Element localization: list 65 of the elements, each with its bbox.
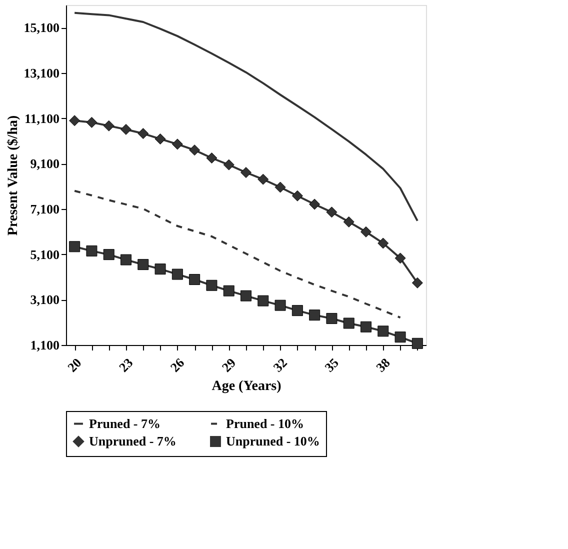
- point: [86, 116, 98, 128]
- point: [103, 249, 114, 260]
- point: [292, 305, 303, 316]
- y-tick-label: 15,100: [24, 20, 60, 36]
- point: [154, 133, 166, 144]
- point: [103, 120, 114, 132]
- point: [223, 285, 234, 296]
- line-series: [74, 12, 418, 222]
- point: [309, 198, 320, 210]
- point: [120, 254, 132, 266]
- point: [206, 280, 218, 291]
- point: [412, 277, 423, 288]
- point: [258, 174, 269, 185]
- point: [206, 152, 218, 164]
- point: [120, 124, 132, 135]
- y-tick-label: 11,100: [24, 110, 60, 126]
- point: [240, 290, 252, 302]
- point: [360, 226, 372, 238]
- point: [240, 167, 252, 178]
- y-tick-label: 7,100: [30, 202, 60, 216]
- point: [394, 252, 406, 264]
- x-tick-label: 29: [218, 354, 239, 375]
- point: [394, 332, 406, 343]
- point: [69, 241, 80, 252]
- legend-label: Unpruned - 10%: [226, 434, 320, 448]
- point: [138, 259, 149, 270]
- point: [138, 128, 149, 140]
- point: [274, 300, 286, 311]
- x-axis-title: Age (Years): [212, 378, 282, 394]
- legend-label: Pruned - 7%: [89, 416, 160, 431]
- point: [274, 182, 286, 193]
- point: [292, 190, 303, 202]
- point: [172, 138, 183, 150]
- point: [172, 268, 183, 280]
- x-tick-label: 23: [116, 354, 136, 375]
- point: [378, 326, 389, 337]
- x-tick-label: 38: [373, 354, 394, 375]
- point: [326, 206, 338, 218]
- x-tick-label: 26: [167, 354, 188, 375]
- point: [69, 115, 80, 126]
- x-tick-label: 32: [270, 355, 290, 375]
- point: [154, 264, 166, 275]
- line-series: [74, 190, 402, 319]
- point: [343, 318, 354, 329]
- x-tick-label: 35: [322, 354, 342, 375]
- point: [309, 310, 320, 321]
- point: [189, 144, 200, 156]
- point: [258, 295, 269, 306]
- point: [412, 338, 423, 349]
- point: [343, 216, 354, 228]
- y-tick-label: 5,100: [30, 246, 60, 262]
- point: [223, 159, 234, 170]
- point: [189, 274, 200, 285]
- y-tick-label: 3,100: [30, 292, 60, 308]
- point: [86, 245, 98, 256]
- y-tick-label: 1,100: [30, 338, 60, 352]
- x-tick-label: 20: [64, 355, 84, 375]
- y-tick-label: 13,100: [24, 66, 60, 80]
- point: [326, 312, 338, 324]
- point: [378, 238, 389, 249]
- y-tick-label: 9,100: [30, 156, 60, 172]
- legend-label: Unpruned - 7%: [89, 434, 176, 448]
- point: [360, 321, 372, 332]
- y-axis-title: Present Value ($/ha): [6, 115, 21, 236]
- legend-label: Pruned - 10%: [226, 416, 304, 431]
